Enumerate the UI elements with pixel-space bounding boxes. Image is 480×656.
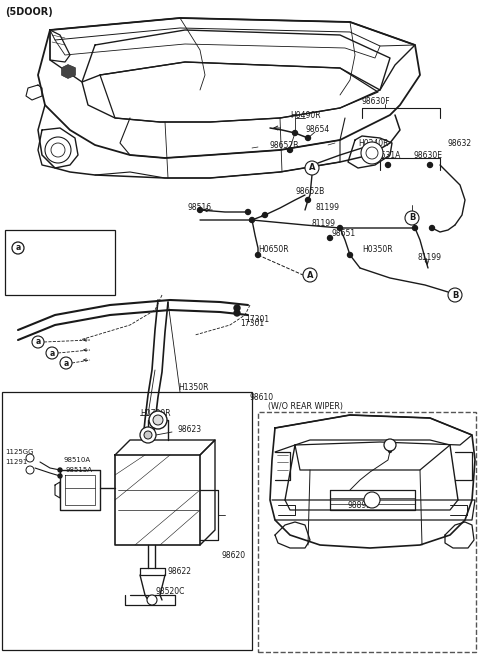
Text: H0650R: H0650R: [258, 245, 288, 255]
Text: (5DOOR): (5DOOR): [5, 7, 53, 17]
Circle shape: [384, 439, 396, 451]
Text: 17301: 17301: [245, 316, 269, 325]
Circle shape: [337, 226, 343, 230]
Text: a: a: [49, 348, 55, 358]
Circle shape: [45, 137, 71, 163]
Circle shape: [197, 207, 203, 213]
Text: H1350R: H1350R: [178, 384, 208, 392]
Circle shape: [448, 288, 462, 302]
Circle shape: [26, 466, 34, 474]
Text: 98652B: 98652B: [270, 140, 299, 150]
Text: 81199: 81199: [312, 218, 336, 228]
Circle shape: [405, 211, 419, 225]
Text: A: A: [307, 270, 313, 279]
Circle shape: [58, 468, 62, 472]
Circle shape: [250, 218, 254, 222]
Circle shape: [149, 411, 167, 429]
Circle shape: [348, 253, 352, 258]
Text: 98516: 98516: [188, 203, 212, 213]
Text: 98652B: 98652B: [295, 188, 324, 197]
Circle shape: [366, 147, 378, 159]
Text: H0240R: H0240R: [358, 138, 388, 148]
Text: 98623: 98623: [178, 426, 202, 434]
Text: 81199: 81199: [418, 253, 442, 262]
Text: (W/O REAR WIPER): (W/O REAR WIPER): [268, 401, 343, 411]
Circle shape: [364, 492, 380, 508]
Circle shape: [255, 253, 261, 258]
FancyBboxPatch shape: [2, 392, 252, 650]
Text: a: a: [63, 358, 69, 367]
Text: 98653: 98653: [27, 243, 54, 253]
Text: 98622: 98622: [168, 567, 192, 577]
Text: 98632: 98632: [448, 138, 472, 148]
Circle shape: [305, 136, 311, 140]
Text: 98610: 98610: [250, 394, 274, 403]
Text: H0790R: H0790R: [140, 409, 170, 417]
Text: 98520C: 98520C: [155, 588, 184, 596]
Text: 98651: 98651: [332, 230, 356, 239]
Circle shape: [385, 163, 391, 167]
Circle shape: [147, 595, 157, 605]
Text: 98893B: 98893B: [348, 501, 377, 510]
Circle shape: [428, 163, 432, 167]
Circle shape: [361, 142, 383, 164]
Circle shape: [305, 161, 319, 175]
Text: 98631A: 98631A: [372, 152, 401, 161]
Circle shape: [60, 357, 72, 369]
Polygon shape: [62, 65, 75, 78]
Circle shape: [288, 148, 292, 152]
Circle shape: [292, 131, 298, 136]
Circle shape: [12, 242, 24, 254]
Text: 17301: 17301: [240, 319, 264, 327]
Text: 98510A: 98510A: [64, 457, 91, 463]
Text: a: a: [36, 337, 41, 346]
Circle shape: [26, 454, 34, 462]
Text: 11291: 11291: [5, 459, 27, 465]
Text: a: a: [15, 243, 21, 253]
Circle shape: [153, 415, 163, 425]
Circle shape: [51, 143, 65, 157]
Circle shape: [46, 347, 58, 359]
Circle shape: [303, 268, 317, 282]
Circle shape: [386, 441, 394, 449]
Text: H0490R: H0490R: [290, 112, 321, 121]
Text: 98654: 98654: [305, 125, 329, 134]
Text: B: B: [409, 213, 415, 222]
Text: H0350R: H0350R: [362, 245, 393, 253]
Circle shape: [144, 431, 152, 439]
Circle shape: [234, 310, 240, 316]
Text: 98630F: 98630F: [362, 96, 391, 106]
Circle shape: [263, 213, 267, 218]
Circle shape: [58, 474, 62, 478]
Circle shape: [412, 226, 418, 230]
Circle shape: [388, 449, 392, 453]
Circle shape: [305, 197, 311, 203]
Circle shape: [327, 236, 333, 241]
FancyBboxPatch shape: [5, 230, 115, 295]
Circle shape: [140, 427, 156, 443]
Text: A: A: [309, 163, 315, 173]
Text: 1125GG: 1125GG: [5, 449, 34, 455]
Circle shape: [245, 209, 251, 215]
Circle shape: [32, 336, 44, 348]
Circle shape: [234, 305, 240, 311]
Circle shape: [430, 226, 434, 230]
Text: 81199: 81199: [315, 203, 339, 213]
Text: 98515A: 98515A: [65, 467, 92, 473]
Text: 98630E: 98630E: [413, 152, 442, 161]
FancyBboxPatch shape: [258, 412, 476, 652]
Text: 98620: 98620: [222, 550, 246, 560]
Text: B: B: [452, 291, 458, 300]
